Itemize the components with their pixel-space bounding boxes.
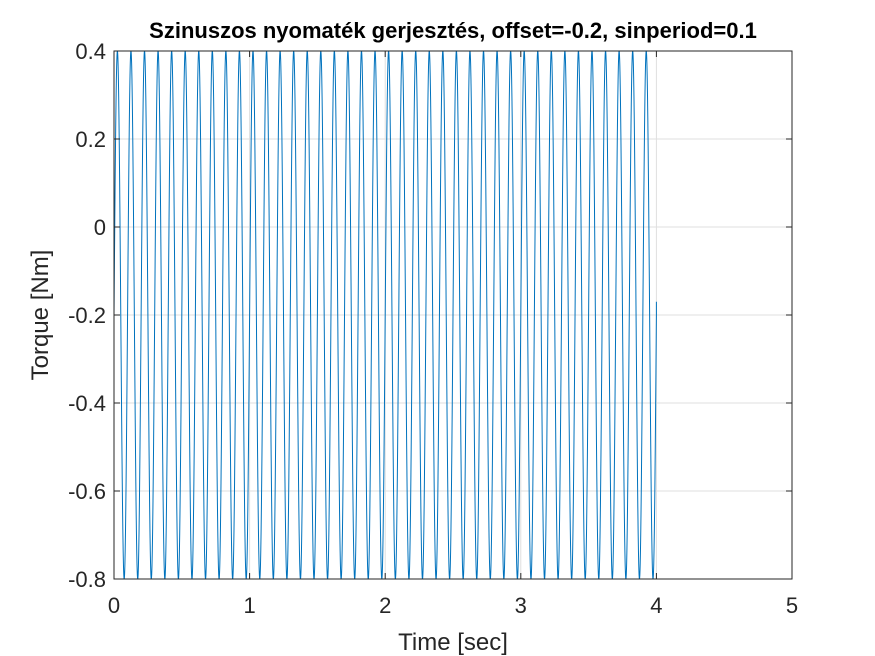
x-tick-label: 2 <box>379 593 391 618</box>
y-tick-label: -0.4 <box>68 391 106 416</box>
y-tick-label: -0.2 <box>68 303 106 328</box>
y-tick-label: 0 <box>94 215 106 240</box>
series-line-1 <box>114 51 657 579</box>
y-tick-label: 0.2 <box>75 127 106 152</box>
x-tick-label: 0 <box>108 593 120 618</box>
x-tick-label: 1 <box>243 593 255 618</box>
y-tick-label: -0.8 <box>68 567 106 592</box>
y-axis-label: Torque [Nm] <box>27 250 54 381</box>
x-tick-label: 4 <box>650 593 662 618</box>
y-tick-labels: -0.8 -0.6 -0.4 -0.2 0 0.2 0.4 <box>68 39 106 592</box>
plot-area <box>114 51 657 579</box>
axis-ticks <box>113 50 793 580</box>
y-tick-label: 0.4 <box>75 39 106 64</box>
y-tick-label: -0.6 <box>68 479 106 504</box>
x-tick-labels: 0 1 2 3 4 5 <box>108 593 798 618</box>
x-axis-label: Time [sec] <box>398 629 508 656</box>
x-tick-label: 3 <box>515 593 527 618</box>
chart-title: Szinuszos nyomaték gerjesztés, offset=-0… <box>149 18 757 43</box>
x-tick-label: 5 <box>786 593 798 618</box>
